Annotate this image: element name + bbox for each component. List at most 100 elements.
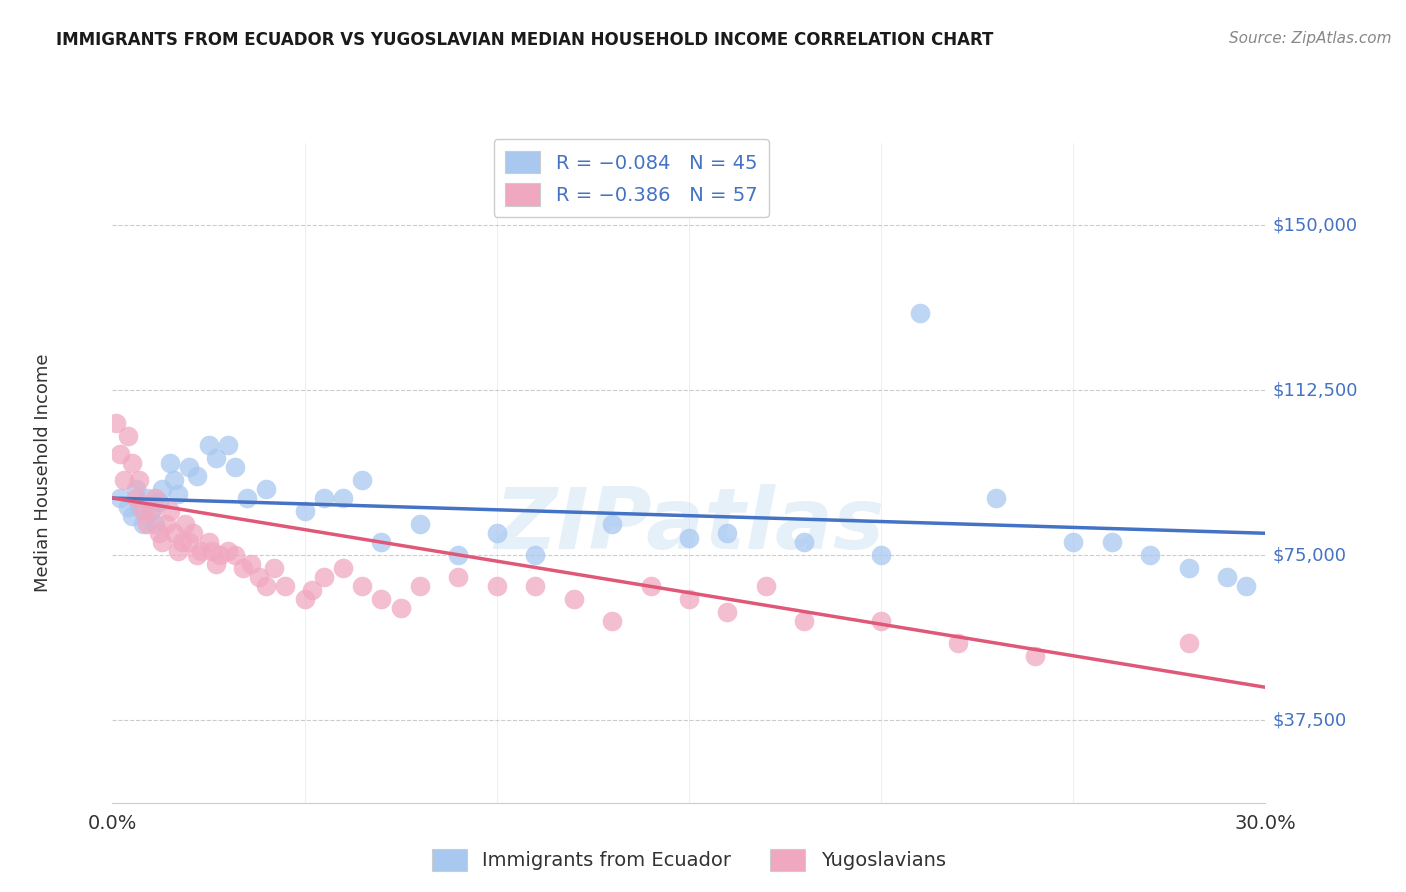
Point bbox=[105, 416, 128, 431]
Point bbox=[148, 526, 170, 541]
Point bbox=[159, 456, 181, 470]
Point bbox=[716, 526, 738, 541]
Point bbox=[946, 636, 969, 650]
Text: $37,500: $37,500 bbox=[1272, 711, 1347, 730]
Point bbox=[186, 469, 208, 483]
Point bbox=[132, 504, 155, 518]
Point bbox=[166, 486, 188, 500]
Point bbox=[121, 456, 143, 470]
Point bbox=[159, 504, 181, 518]
Point bbox=[274, 579, 297, 593]
Point bbox=[121, 508, 143, 523]
Point bbox=[179, 460, 201, 475]
Point bbox=[108, 491, 131, 505]
Point bbox=[1234, 579, 1257, 593]
Point bbox=[197, 535, 219, 549]
Point bbox=[201, 544, 224, 558]
Point bbox=[247, 570, 270, 584]
Text: $150,000: $150,000 bbox=[1272, 216, 1358, 235]
Point bbox=[294, 504, 316, 518]
Point bbox=[312, 570, 335, 584]
Point bbox=[143, 517, 166, 532]
Point bbox=[312, 491, 335, 505]
Point bbox=[224, 460, 246, 475]
Point bbox=[139, 504, 162, 518]
Point bbox=[524, 579, 547, 593]
Point bbox=[600, 614, 623, 628]
Point bbox=[139, 504, 162, 518]
Point bbox=[294, 592, 316, 607]
Point bbox=[217, 544, 239, 558]
Point bbox=[136, 517, 159, 532]
Point bbox=[640, 579, 662, 593]
Point bbox=[254, 579, 277, 593]
Point bbox=[155, 517, 177, 532]
Point bbox=[1216, 570, 1239, 584]
Point bbox=[409, 517, 432, 532]
Text: Source: ZipAtlas.com: Source: ZipAtlas.com bbox=[1229, 31, 1392, 46]
Point bbox=[370, 592, 392, 607]
Point bbox=[1177, 636, 1199, 650]
Point bbox=[793, 614, 815, 628]
Point bbox=[1024, 649, 1046, 664]
Point bbox=[152, 483, 174, 497]
Point bbox=[301, 583, 323, 598]
Point bbox=[524, 548, 547, 563]
Point bbox=[128, 474, 150, 488]
Point bbox=[755, 579, 778, 593]
Point bbox=[108, 447, 131, 461]
Point bbox=[205, 557, 228, 571]
Point bbox=[143, 491, 166, 505]
Text: ZIPatlas: ZIPatlas bbox=[494, 484, 884, 567]
Point bbox=[197, 438, 219, 452]
Point bbox=[447, 548, 470, 563]
Point bbox=[132, 517, 155, 532]
Point bbox=[1177, 561, 1199, 575]
Point bbox=[1062, 535, 1084, 549]
Point bbox=[389, 601, 412, 615]
Point bbox=[190, 544, 212, 558]
Point bbox=[174, 517, 197, 532]
Text: $75,000: $75,000 bbox=[1272, 546, 1347, 565]
Point bbox=[678, 592, 700, 607]
Point bbox=[352, 579, 374, 593]
Legend: Immigrants from Ecuador, Yugoslavians: Immigrants from Ecuador, Yugoslavians bbox=[425, 841, 953, 879]
Point bbox=[263, 561, 285, 575]
Text: Median Household Income: Median Household Income bbox=[34, 353, 52, 592]
Point bbox=[447, 570, 470, 584]
Point bbox=[793, 535, 815, 549]
Point bbox=[716, 606, 738, 620]
Point bbox=[1139, 548, 1161, 563]
Point bbox=[112, 474, 135, 488]
Point bbox=[254, 483, 277, 497]
Point bbox=[236, 491, 259, 505]
Point bbox=[485, 526, 508, 541]
Point bbox=[562, 592, 585, 607]
Point bbox=[908, 306, 931, 320]
Point bbox=[209, 548, 232, 563]
Point bbox=[232, 561, 254, 575]
Point bbox=[600, 517, 623, 532]
Point bbox=[409, 579, 432, 593]
Point bbox=[148, 495, 170, 509]
Point bbox=[136, 491, 159, 505]
Point bbox=[163, 474, 186, 488]
Point bbox=[205, 451, 228, 466]
Point bbox=[186, 548, 208, 563]
Point bbox=[332, 491, 354, 505]
Point bbox=[870, 614, 893, 628]
Text: $112,500: $112,500 bbox=[1272, 381, 1358, 400]
Point bbox=[332, 561, 354, 575]
Point bbox=[370, 535, 392, 549]
Point bbox=[870, 548, 893, 563]
Point bbox=[352, 474, 374, 488]
Point bbox=[239, 557, 262, 571]
Point bbox=[1101, 535, 1123, 549]
Point bbox=[163, 526, 186, 541]
Point bbox=[170, 535, 193, 549]
Point bbox=[986, 491, 1008, 505]
Point bbox=[124, 491, 146, 505]
Point bbox=[117, 429, 139, 443]
Point bbox=[179, 535, 201, 549]
Text: IMMIGRANTS FROM ECUADOR VS YUGOSLAVIAN MEDIAN HOUSEHOLD INCOME CORRELATION CHART: IMMIGRANTS FROM ECUADOR VS YUGOSLAVIAN M… bbox=[56, 31, 994, 49]
